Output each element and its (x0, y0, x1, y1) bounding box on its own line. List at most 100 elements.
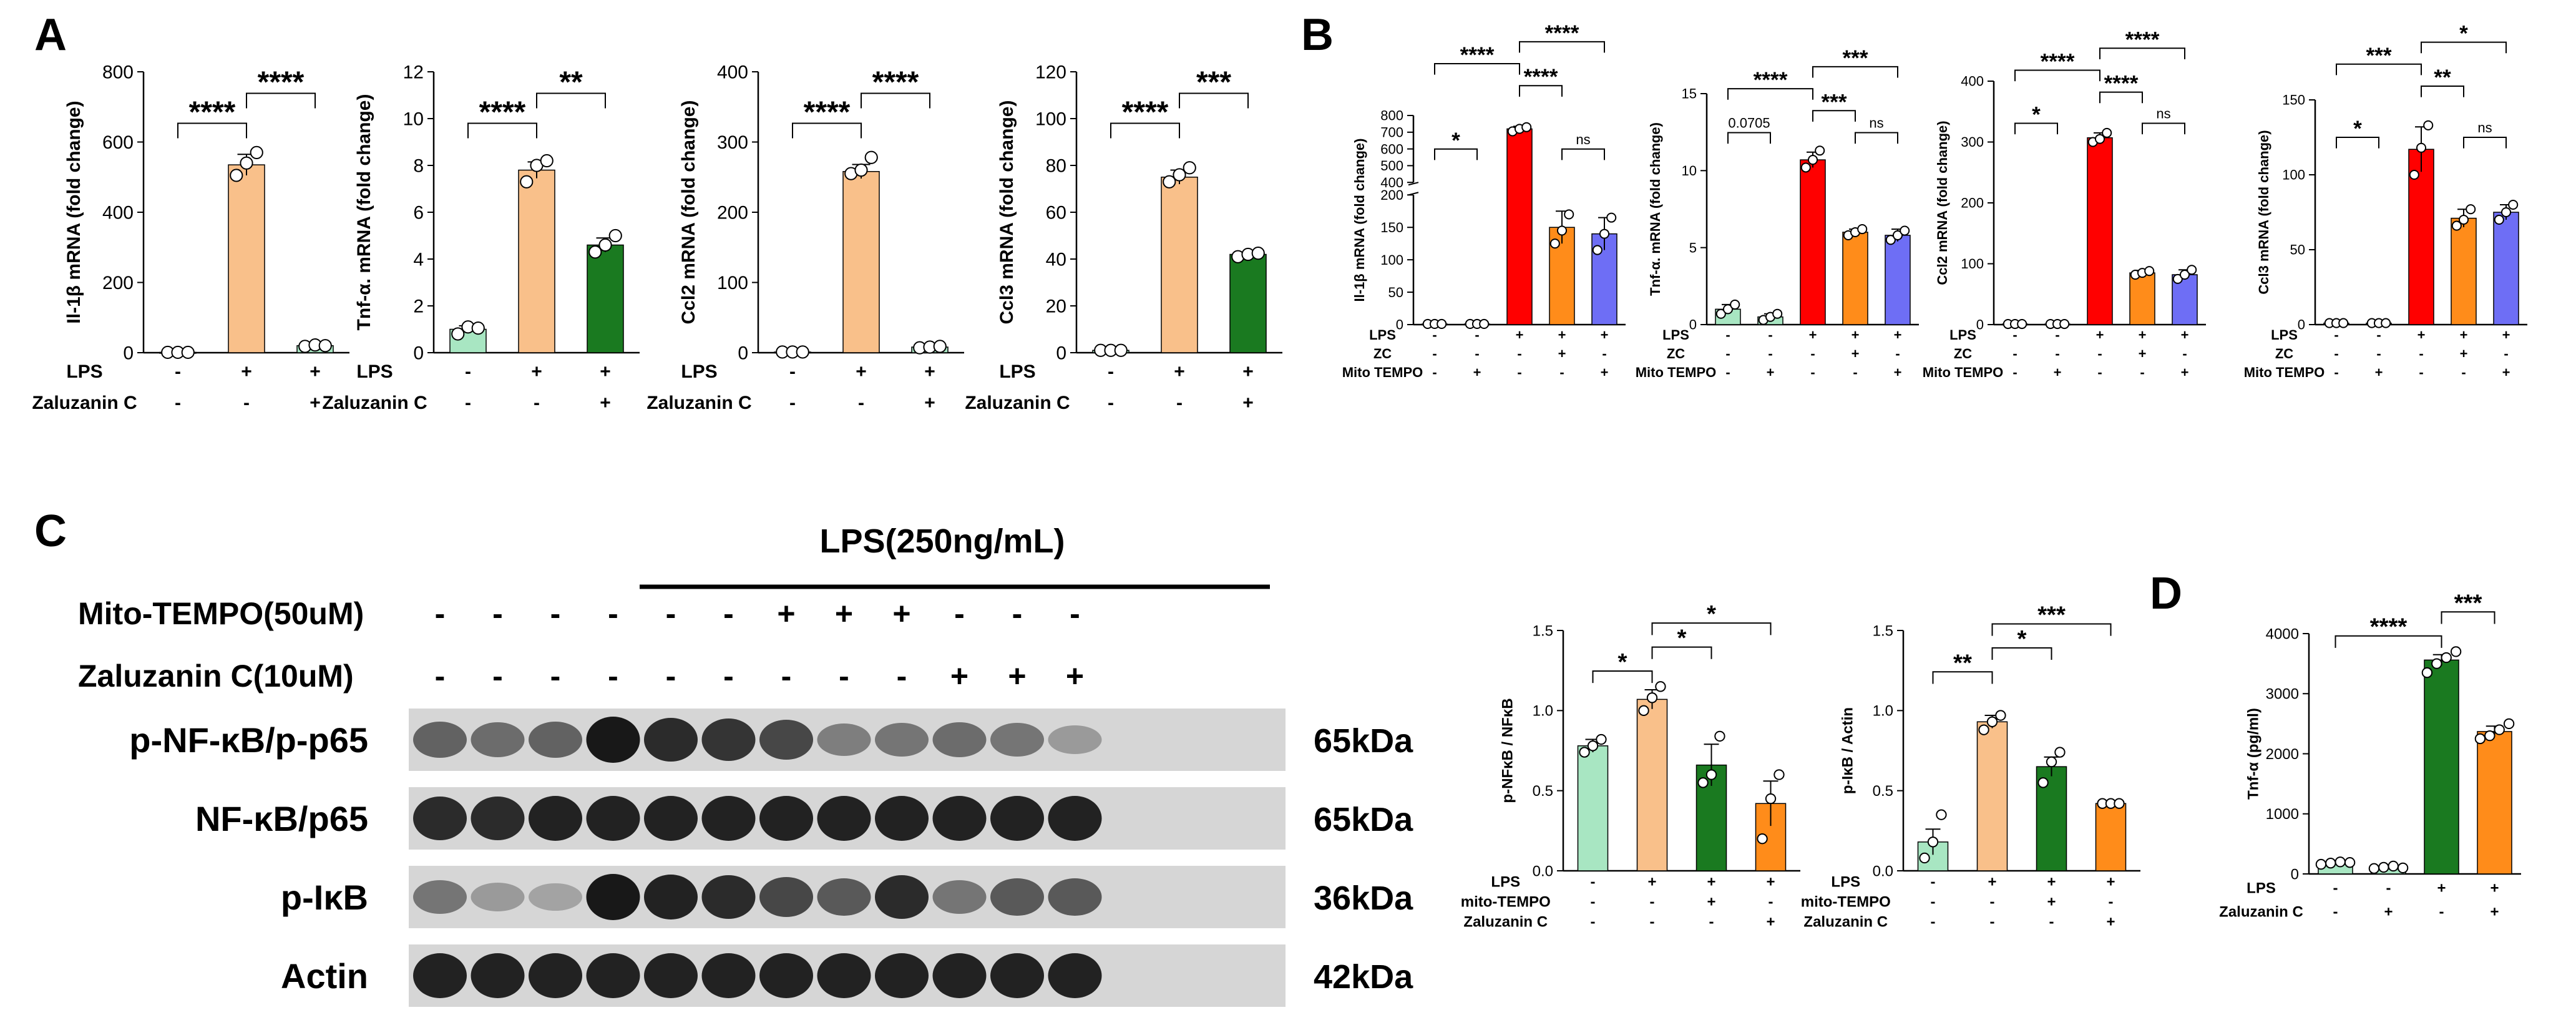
bar (2477, 731, 2512, 875)
condition-sign: - (1810, 346, 1815, 361)
condition-sign: - (1475, 327, 1479, 343)
treatment-sign: - (839, 659, 849, 694)
data-point (2144, 266, 2155, 277)
blot-band (932, 880, 987, 914)
condition-sign: - (2055, 346, 2059, 361)
data-point (1936, 809, 1947, 820)
panel-letter-c: C (34, 506, 67, 556)
condition-sign: + (1647, 874, 1656, 891)
data-point (2423, 120, 2434, 130)
blot-protein-label: p-NF-κB/p-p65 (129, 720, 368, 760)
condition-sign: + (1707, 874, 1715, 891)
treatment-sign: - (435, 596, 446, 631)
condition-label: Mito TEMPO (1636, 365, 1717, 380)
blot-band (875, 723, 929, 757)
condition-sign: - (1475, 346, 1479, 361)
y-tick-label: 15 (1682, 86, 1697, 102)
condition-sign: - (465, 393, 471, 413)
data-point (2179, 270, 2190, 280)
condition-sign: - (465, 361, 471, 382)
data-point (1800, 162, 1811, 173)
condition-sign: - (1853, 365, 1857, 380)
data-point (1599, 228, 1610, 239)
significance-bracket (1651, 622, 1772, 635)
significance-label: **** (1524, 65, 1558, 89)
y-tick-label: 0 (1396, 317, 1403, 333)
bar (587, 244, 624, 353)
data-point (2421, 667, 2433, 679)
blot-band (471, 953, 525, 998)
significance-bracket (1434, 63, 1520, 75)
y-tick-label: 0 (413, 343, 424, 364)
data-point (1655, 681, 1666, 692)
y-axis-label: Ccl3 mRNA (fold change) (2256, 130, 2271, 294)
bar (518, 169, 555, 353)
condition-sign: - (2012, 327, 2017, 343)
blot-band (759, 796, 813, 841)
data-point (2474, 733, 2486, 745)
y-tick-label: 60 (1046, 203, 1066, 223)
treatment-sign: - (608, 596, 618, 631)
y-tick-label: 0 (1689, 317, 1697, 333)
significance-label: *** (1196, 66, 1231, 99)
significance-label: ** (2434, 66, 2451, 90)
significance-label: *** (2037, 601, 2066, 628)
condition-sign: + (600, 393, 611, 413)
treatment-sign: - (1070, 596, 1080, 631)
significance-bracket (2334, 635, 2442, 648)
y-tick-label: 0 (2298, 317, 2305, 333)
blot-protein-label: NF-κB/p65 (195, 799, 368, 838)
blot-band (586, 874, 640, 920)
significance-label: * (2017, 625, 2027, 652)
data-point (1521, 122, 1532, 132)
chart-c1: 0.0 0.5 1.0 1.5 p-NFκB / NFκB * * * LPS - + + + mito-… (1461, 601, 1800, 931)
significance-label: **** (804, 96, 851, 129)
y-tick-label: 100 (717, 273, 748, 293)
condition-label: LPS (999, 361, 1035, 382)
significance-bracket (2099, 91, 2143, 104)
condition-sign: + (531, 361, 542, 382)
bar (2095, 803, 2127, 871)
condition-sign: + (2490, 880, 2499, 896)
y-axis-label: p-IκB / Actin (1839, 707, 1856, 794)
condition-label: LPS (356, 361, 393, 382)
significance-bracket (246, 92, 316, 109)
significance-bracket (1727, 132, 1771, 144)
condition-sign: - (2140, 365, 2144, 380)
y-axis-label: Tnf-α. mRNA (fold change) (1647, 122, 1663, 296)
condition-label: ZC (1373, 346, 1392, 361)
y-tick-label: 0 (2291, 866, 2299, 883)
data-point (2378, 861, 2389, 873)
data-point (240, 156, 253, 170)
data-point (1815, 145, 1825, 156)
significance-bracket (861, 92, 930, 109)
data-point (1592, 245, 1603, 255)
condition-sign: + (600, 361, 611, 382)
significance-label: **** (1122, 96, 1169, 129)
blot-band (471, 883, 525, 911)
significance-bracket (2014, 69, 2100, 82)
condition-sign: - (2376, 327, 2381, 343)
y-tick-label: 0.5 (1873, 783, 1893, 800)
significance-label: ns (2156, 106, 2170, 122)
blot-band (759, 953, 813, 998)
significance-bracket (177, 122, 247, 139)
data-point (1807, 155, 1818, 165)
data-point (1772, 308, 1783, 319)
significance-bracket (1519, 85, 1563, 97)
condition-label: ZC (2275, 346, 2293, 361)
blot-band (875, 953, 929, 998)
significance-label: **** (1460, 43, 1495, 67)
bar (2451, 217, 2477, 325)
condition-sign: - (1650, 914, 1655, 931)
data-point (1892, 230, 1903, 240)
condition-sign: - (1432, 346, 1437, 361)
y-tick-label: 6 (413, 203, 424, 223)
data-point (1479, 318, 1490, 330)
blot-band (644, 953, 698, 998)
bar (2493, 212, 2519, 325)
condition-label: ZC (1954, 346, 1972, 361)
condition-sign: - (2049, 914, 2054, 931)
data-point (2441, 652, 2452, 664)
condition-sign: - (175, 393, 181, 413)
